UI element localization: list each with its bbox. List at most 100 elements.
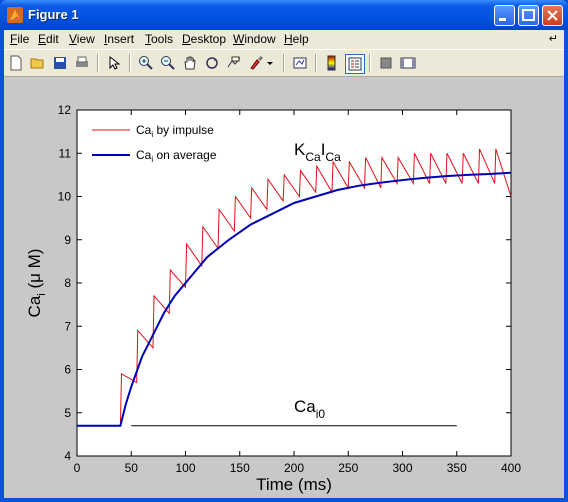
toolbar-separator	[369, 54, 371, 72]
x-tick-label-5: 250	[338, 461, 358, 475]
colorbar-icon[interactable]	[323, 54, 341, 72]
x-tick-label-4: 200	[284, 461, 304, 475]
y-tick-label-0: 4	[64, 449, 71, 463]
toolbar-separator	[129, 54, 131, 72]
legend-impulse-sub: i	[151, 130, 153, 139]
y-tick-label-3: 7	[64, 319, 71, 333]
menu-insert-accel: I	[104, 32, 108, 46]
y-axis-label-sub: i	[36, 293, 48, 295]
menu-bar: File Edit View Insert Tools Desktop Wind…	[4, 30, 564, 49]
plot-svg: 0 50 100 150 200 250 300 350 400 4 5 6 7 8 9 10 11 12 Tim…	[25, 103, 522, 494]
menu-file-accel: F	[10, 32, 18, 46]
menu-desktop[interactable]: Desktop	[182, 32, 226, 46]
link-plot-icon[interactable]	[291, 54, 309, 72]
legend-icon[interactable]	[345, 54, 365, 74]
title-bar[interactable]: Figure 1	[0, 0, 568, 30]
matlab-logo-icon	[7, 7, 23, 23]
menu-desktop-accel: D	[182, 32, 191, 46]
legend[interactable]: Cai by impulse Cai on average	[92, 123, 217, 164]
maximize-button[interactable]	[518, 5, 539, 26]
y-axis-label-main: Ca	[25, 295, 44, 317]
legend-impulse-pre: Ca	[136, 123, 152, 137]
menu-desktop-label: esktop	[190, 32, 227, 46]
y-axis-label: Cai (μ M)	[25, 249, 48, 318]
dock-arrow-icon[interactable]: ↵	[548, 33, 558, 45]
menu-edit[interactable]: Edit	[38, 32, 59, 46]
figure-toolbar	[4, 49, 564, 77]
x-tick-label-0: 0	[74, 461, 81, 475]
close-icon	[547, 10, 558, 21]
menu-insert[interactable]: Insert	[104, 32, 134, 46]
menu-window[interactable]: Window	[233, 32, 276, 46]
y-tick-label-5: 9	[64, 233, 71, 247]
series-layer	[77, 148, 512, 427]
x-axis-label: Time (ms)	[256, 475, 332, 494]
menu-help[interactable]: Help	[284, 32, 309, 46]
menu-view-label: iew	[76, 32, 95, 46]
figure-canvas[interactable]: 0 50 100 150 200 250 300 350 400 4 5 6 7 8 9 10 11 12 Tim…	[4, 77, 564, 498]
zoom-in-icon[interactable]	[137, 54, 155, 72]
save-icon[interactable]	[51, 54, 69, 72]
pointer-icon[interactable]	[105, 54, 123, 72]
menu-file[interactable]: File	[10, 32, 29, 46]
menu-window-accel: W	[233, 32, 245, 46]
ticks-layer: 0 50 100 150 200 250 300 350 400 4 5 6 7 8 9 10 11 12	[58, 103, 522, 475]
y-tick-label-1: 5	[64, 406, 71, 420]
y-tick-label-8: 12	[58, 103, 72, 117]
window-title: Figure 1	[28, 7, 79, 22]
legend-impulse-post: by impulse	[153, 123, 214, 137]
annotation-cai0: Cai0	[294, 397, 325, 421]
toolbar-separator	[315, 54, 317, 72]
y-tick-label-7: 11	[59, 146, 72, 160]
kca-main: K	[294, 140, 306, 159]
menu-view[interactable]: View	[69, 32, 95, 46]
cai0-sub: i0	[316, 407, 326, 421]
legend-label-impulse: Cai by impulse	[136, 123, 214, 139]
x-tick-label-2: 100	[175, 461, 195, 475]
legend-average-post: on average	[153, 148, 217, 162]
y-tick-label-4: 8	[64, 276, 71, 290]
open-file-icon[interactable]	[29, 54, 47, 72]
y-tick-label-2: 6	[64, 363, 71, 377]
x-tick-label-6: 300	[392, 461, 412, 475]
x-tick-label-7: 350	[447, 461, 467, 475]
y-axis-label-unit: (μ M)	[25, 249, 44, 294]
kca-mid: I	[321, 140, 326, 159]
toolbar-separator	[97, 54, 99, 72]
x-tick-label-1: 50	[125, 461, 139, 475]
zoom-out-icon[interactable]	[159, 54, 177, 72]
x-tick-label-3: 150	[230, 461, 250, 475]
pan-hand-icon[interactable]	[181, 54, 199, 72]
kca-sub2: Ca	[325, 150, 341, 164]
maximize-icon	[522, 9, 535, 21]
menu-tools[interactable]: Tools	[145, 32, 173, 46]
client-area: File Edit View Insert Tools Desktop Wind…	[4, 30, 564, 498]
legend-label-average: Cai on average	[136, 148, 217, 164]
print-icon[interactable]	[73, 54, 91, 72]
new-figure-icon[interactable]	[7, 54, 25, 72]
menu-edit-accel: E	[38, 32, 47, 46]
y-tick-label-6: 10	[58, 190, 72, 204]
menu-help-accel: H	[284, 32, 293, 46]
series-line-1[interactable]	[77, 171, 512, 427]
menu-file-label: ile	[17, 32, 30, 46]
menu-help-label: elp	[292, 32, 309, 46]
brush-icon[interactable]	[247, 54, 265, 72]
minimize-icon	[499, 18, 506, 21]
menu-edit-label: dit	[46, 32, 59, 46]
series-line-0[interactable]	[77, 148, 512, 427]
rotate-3d-icon[interactable]	[203, 54, 221, 72]
minimize-button[interactable]	[494, 5, 515, 26]
menu-insert-label: nsert	[107, 32, 135, 46]
toolbar-separator	[283, 54, 285, 72]
hide-plot-tools-icon[interactable]	[377, 54, 395, 72]
close-button[interactable]	[542, 5, 563, 26]
menu-view-accel: V	[69, 32, 77, 46]
axes-box[interactable]	[76, 109, 512, 457]
show-plot-tools-icon[interactable]	[399, 54, 417, 72]
data-cursor-icon[interactable]	[225, 54, 243, 72]
kca-sub1: Ca	[305, 150, 321, 164]
brush-dropdown-icon[interactable]	[265, 54, 275, 72]
cai0-main: Ca	[294, 397, 316, 416]
